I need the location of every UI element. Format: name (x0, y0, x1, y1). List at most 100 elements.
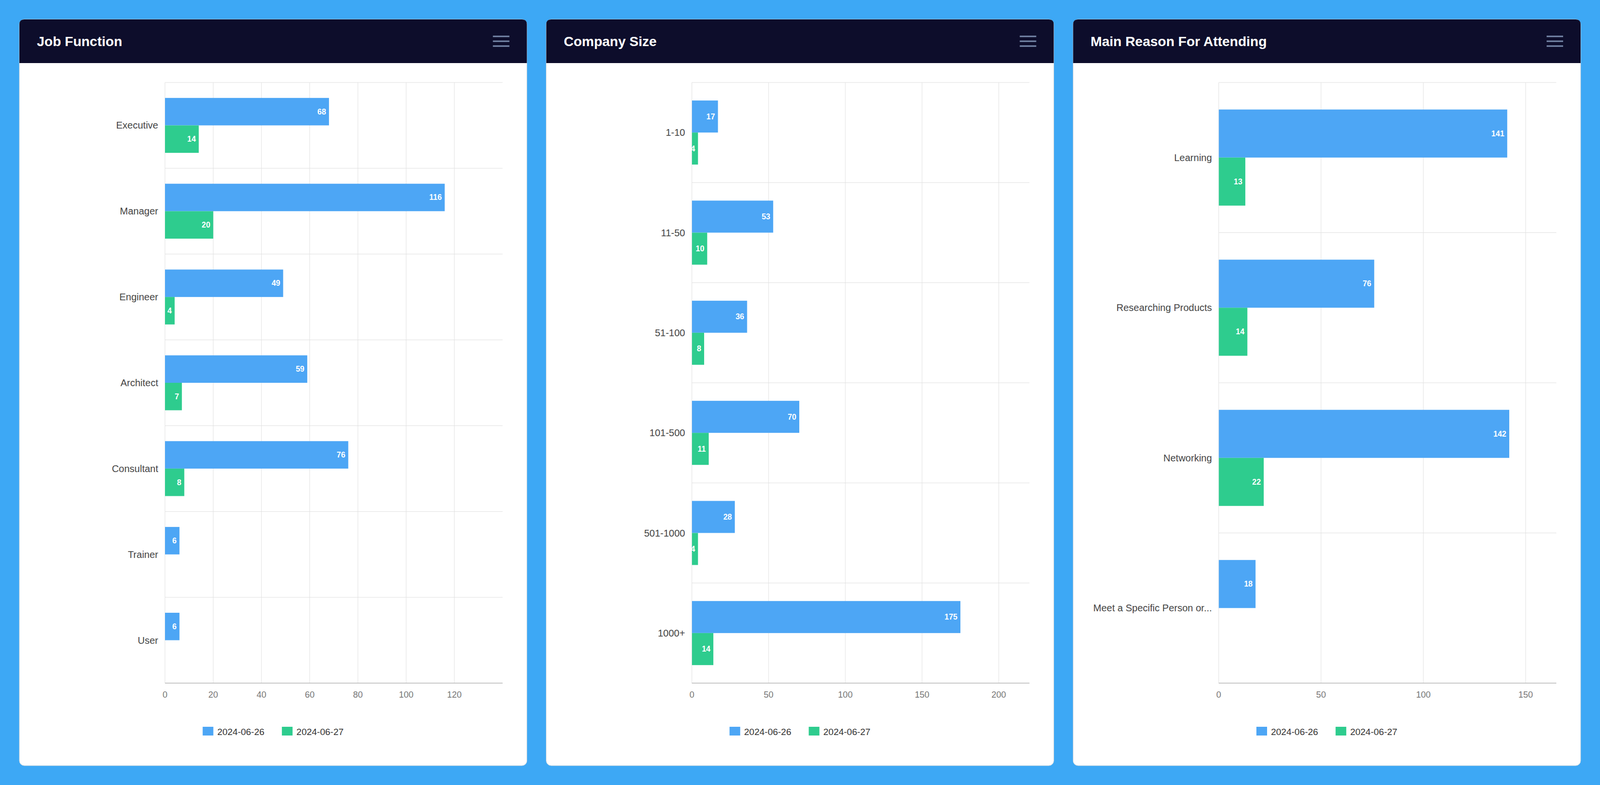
data-label: 17 (706, 112, 716, 121)
data-label: 175 (944, 612, 958, 622)
data-label: 14 (701, 644, 711, 654)
menu-icon (1546, 40, 1564, 43)
bar (1218, 259, 1374, 308)
bar (164, 183, 445, 212)
separator (1218, 232, 1557, 233)
data-label: 59 (295, 364, 305, 374)
data-label: 76 (1362, 279, 1372, 288)
bar (1218, 560, 1256, 609)
tick-label: 0 (689, 690, 695, 700)
legend-swatch (1335, 726, 1347, 736)
bar (164, 125, 199, 153)
bar (692, 633, 714, 666)
legend-label: 2024-06-26 (1270, 726, 1319, 738)
legend-item: 2024-06-26 (1256, 726, 1319, 738)
tick-label: 0 (162, 690, 168, 700)
category-label: Meet a Specific Person or... (1093, 602, 1213, 614)
bar (1218, 458, 1264, 507)
data-label: 4 (690, 144, 695, 153)
grid-line (405, 82, 407, 684)
data-label: 8 (177, 478, 182, 487)
title-bar (1072, 19, 1581, 64)
bar (164, 554, 166, 583)
data-label: 20 (201, 220, 211, 230)
data-label: 68 (317, 107, 327, 116)
tick-label: 0 (1216, 690, 1221, 700)
data-label: 76 (336, 450, 346, 460)
category-label: 501-1000 (643, 527, 686, 539)
separator (164, 511, 503, 512)
data-label: 18 (1243, 579, 1253, 589)
legend-item: 2024-06-26 (202, 726, 265, 738)
menu-icon (1019, 45, 1037, 48)
grid-line (357, 82, 359, 684)
tick-label: 100 (838, 690, 853, 700)
category-label: Manager (119, 205, 159, 217)
separator (164, 425, 503, 427)
legend: 2024-06-26 2024-06-27 (729, 726, 871, 738)
separator (164, 253, 503, 255)
separator (1218, 683, 1557, 684)
tick-label: 120 (446, 690, 462, 700)
bar (692, 601, 961, 634)
panel: Job Function020406080100120ExecutiveMana… (19, 19, 528, 766)
separator (164, 339, 503, 341)
tick-label: 200 (991, 690, 1007, 700)
data-label: 14 (1236, 327, 1245, 336)
bar (692, 400, 800, 433)
title-bar (546, 19, 1055, 64)
separator (692, 582, 1030, 584)
legend-swatch (1256, 726, 1268, 736)
separator (1218, 82, 1557, 83)
tick-label: 100 (398, 690, 414, 700)
data-label: 22 (1252, 478, 1261, 487)
bar (164, 355, 308, 383)
panel-card (546, 19, 1055, 766)
data-labels: 1417614218131422 (1233, 129, 1507, 589)
legend-item: 2024-06-27 (808, 726, 871, 738)
x-axis (692, 682, 1030, 684)
separator (692, 182, 1030, 183)
bar (692, 500, 736, 533)
legend-label: 2024-06-26 (217, 726, 265, 738)
legend-label: 2024-06-27 (1350, 726, 1398, 738)
data-labels: 1753367028175410811414 (690, 112, 958, 654)
panel-title: Main Reason For Attending (1090, 33, 1267, 50)
legend-item: 2024-06-27 (281, 726, 344, 738)
separator (692, 382, 1030, 384)
tick-label: 150 (914, 690, 930, 700)
tick-label: 50 (1316, 690, 1326, 700)
bar (164, 468, 185, 497)
background (0, 0, 1600, 785)
menu-icon (1019, 35, 1037, 38)
tick-label: 80 (353, 690, 363, 700)
panel-title: Job Function (36, 33, 123, 50)
tick-label: 60 (304, 690, 315, 700)
legend-label: 2024-06-27 (296, 726, 344, 738)
x-axis (1218, 682, 1557, 684)
separator (692, 683, 1030, 684)
tick-label: 100 (1416, 690, 1431, 700)
legend-item: 2024-06-26 (729, 726, 792, 738)
legend-swatch (808, 726, 820, 736)
data-label: 53 (761, 212, 771, 221)
bar (164, 98, 330, 126)
bar (164, 269, 283, 298)
legend-swatch (281, 726, 293, 736)
category-label: 1-10 (665, 127, 686, 138)
panel-card (19, 19, 528, 766)
tick-label: 20 (208, 690, 218, 700)
bars (1218, 109, 1510, 609)
data-labels: 68116495976661420478 (167, 107, 443, 631)
menu-icon (1019, 40, 1037, 43)
data-label: 11 (697, 445, 707, 454)
bar (164, 211, 214, 239)
category-label: Networking (1163, 452, 1212, 464)
bar (164, 296, 175, 325)
legend-label: 2024-06-26 (743, 726, 792, 738)
panel-card (1072, 19, 1581, 766)
bar (692, 200, 774, 233)
separator (692, 482, 1030, 484)
category-label: 101-500 (649, 427, 685, 439)
tick-label: 40 (256, 690, 267, 700)
